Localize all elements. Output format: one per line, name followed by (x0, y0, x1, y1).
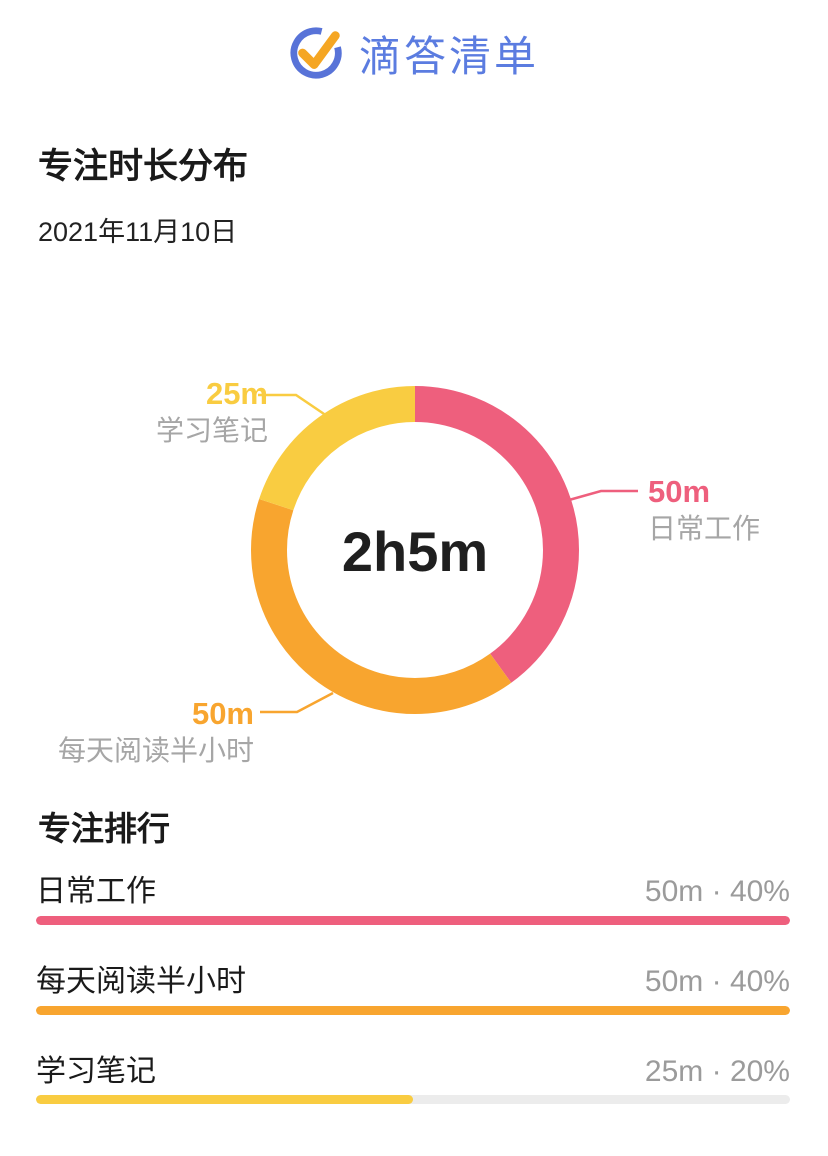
ranking-bar-fill (36, 1095, 413, 1104)
callout-reading-name: 每天阅读半小时 (57, 735, 254, 766)
callout-study-notes-name: 学习笔记 (155, 415, 268, 446)
ranking-row-value: 50m · 40% (644, 875, 790, 908)
callout-study-notes-duration: 25m (205, 376, 268, 411)
app-name: 滴答清单 (358, 32, 539, 80)
page-title: 专注时长分布 (38, 147, 249, 186)
callout-daily-work-name: 日常工作 (648, 513, 761, 544)
ranking-bar-daily-work (36, 916, 790, 925)
callout-study-notes: 25m 学习笔记 (156, 378, 268, 445)
ranking-row-value: 50m · 40% (644, 965, 790, 998)
total-focus-time: 2h5m (341, 520, 489, 583)
app-logo: 滴答清单 (0, 22, 828, 84)
ranking-row-value: 25m · 20% (644, 1055, 790, 1088)
ranking-row-label: 学习笔记 (36, 1055, 156, 1088)
ranking-section-title: 专注排行 (38, 810, 170, 847)
ranking-row-study-notes: 学习笔记 25m · 20% (36, 1046, 790, 1090)
ranking-row-label: 每天阅读半小时 (36, 965, 246, 998)
leader-line-reading (260, 691, 334, 714)
ranking-bar-fill (36, 1006, 790, 1015)
ranking-row-daily-work: 日常工作 50m · 40% (36, 866, 790, 910)
ranking-bar-study-notes (36, 1095, 790, 1104)
ranking-bar-reading (36, 1006, 790, 1015)
callout-daily-work-duration: 50m (648, 474, 711, 509)
ranking-row-label: 日常工作 (36, 875, 156, 908)
ranking-row-reading: 每天阅读半小时 50m · 40% (36, 956, 790, 1000)
callout-reading: 50m 每天阅读半小时 (58, 698, 254, 765)
leader-line-daily-work (568, 489, 638, 502)
callout-reading-duration: 50m (191, 696, 254, 731)
callout-daily-work: 50m 日常工作 (648, 476, 760, 543)
report-date: 2021年11月10日 (38, 217, 238, 247)
leader-line-study-notes (258, 393, 331, 420)
tick-circle-logo-icon (290, 27, 342, 79)
ranking-bar-fill (36, 916, 790, 925)
